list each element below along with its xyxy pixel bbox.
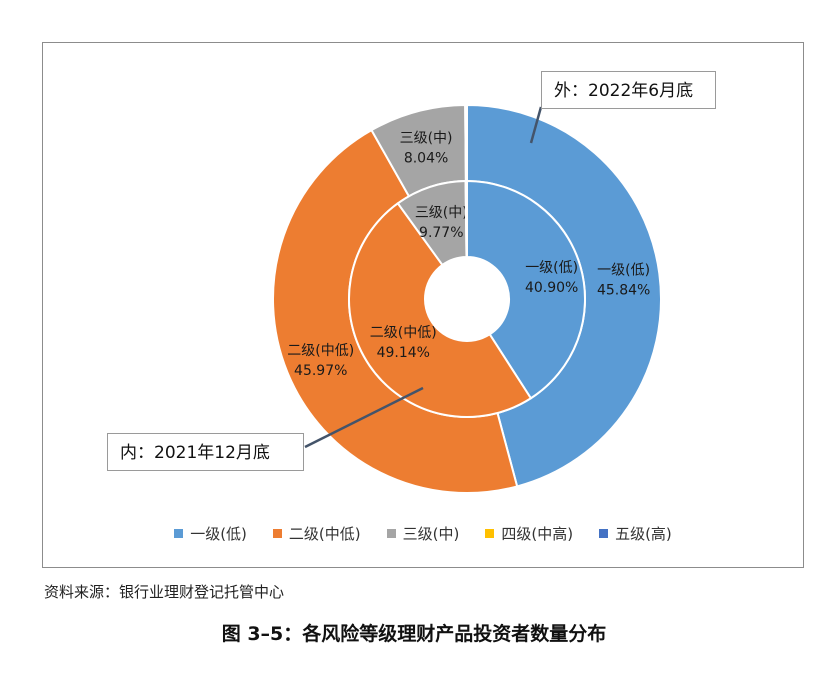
donut-chart: 一级(低) 45.84% 二级(中低) 45.97% 三级(中) 8.04% 一级(低) 40… [272,103,662,494]
legend-item: 二级(中低) [272,523,361,544]
legend-label: 四级(中高) [501,525,574,543]
slice-label: 三级(中) 8.04% [400,130,453,166]
chart-legend: 一级(低) 二级(中低) 三级(中) 四级(中高) 五级(高) [43,523,803,544]
donut-hole [425,257,509,341]
legend-item: 三级(中) [386,523,460,544]
legend-item: 五级(高) [599,523,672,544]
legend-item: 一级(低) [174,523,247,544]
slice-label: 一级(低) 40.90% [525,260,578,296]
legend-label: 二级(中低) [288,525,361,543]
legend-swatch [174,529,184,538]
slice-label: 一级(低) 45.84% [597,262,650,298]
donut-slice [348,201,533,418]
leader-line-outer [529,106,543,144]
donut-slice [464,179,468,259]
slice-label-line: 9.77% [419,225,463,241]
slice-label-line: 三级(中) [415,205,468,221]
slice-label-line: 一级(低) [525,260,578,276]
legend-label: 五级(高) [615,525,672,543]
callout-outer-ring: 外：2022年6月底 [541,71,716,109]
slice-label: 二级(中低) 49.14% [370,325,437,361]
slice-label: 三级(中) 9.77% [415,205,468,241]
slice-label-line: 8.04% [404,150,448,166]
legend-swatch [599,529,609,538]
legend-label: 三级(中) [402,525,460,543]
legend-swatch [386,529,396,538]
slice-label-line: 45.97% [294,363,347,379]
callout-inner-ring: 内：2021年12月底 [107,433,304,471]
source-note: 资料来源：银行业理财登记托管中心 [44,583,285,601]
legend-label: 一级(低) [190,525,247,543]
legend-swatch [272,529,282,538]
slice-label: 二级(中低) 45.97% [287,343,354,379]
slice-label-line: 三级(中) [400,130,453,146]
slice-label-line: 40.90% [525,280,578,296]
donut-slice [464,103,468,183]
slice-label-line: 二级(中低) [370,325,437,341]
slice-label-line: 49.14% [377,345,430,361]
leader-line-inner [304,386,424,449]
legend-item: 四级(中高) [485,523,573,544]
slice-label-line: 一级(低) [597,262,650,278]
slice-label-line: 45.84% [597,282,650,298]
figure-caption: 图 3–5：各风险等级理财产品投资者数量分布 [221,623,607,645]
legend-swatch [485,529,495,538]
chart-frame: 一级(低) 45.84% 二级(中低) 45.97% 三级(中) 8.04% 一级(低) 40… [42,42,804,568]
slice-label-line: 二级(中低) [287,343,354,359]
